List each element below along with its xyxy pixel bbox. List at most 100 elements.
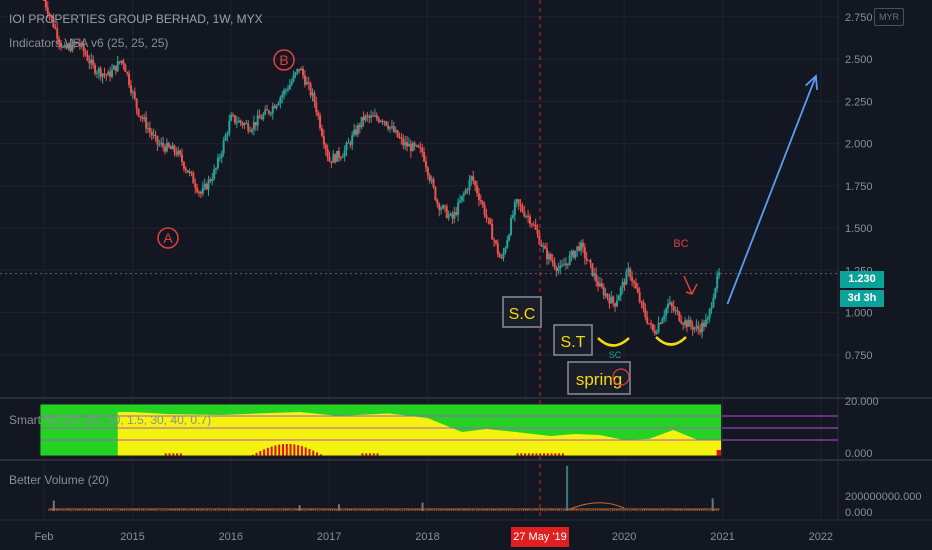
candle-body	[90, 59, 93, 64]
candle-body	[589, 260, 592, 264]
volume-bar	[557, 509, 559, 511]
volume-bar	[581, 508, 583, 511]
x-tick-label: 2015	[120, 531, 144, 543]
volume-bar	[265, 508, 267, 511]
volume-bar	[649, 509, 651, 511]
volume-bar	[434, 509, 436, 511]
volume-bar	[479, 510, 481, 512]
volume-bar	[685, 509, 687, 511]
volume-bar	[333, 509, 335, 511]
volume-bar	[76, 509, 78, 511]
candle-body	[617, 295, 620, 301]
volume-bar	[258, 509, 260, 511]
volume-bar	[133, 509, 135, 511]
candle-body	[107, 71, 110, 76]
volume-bar	[676, 509, 678, 511]
candle-body	[595, 273, 598, 282]
volume-bar	[492, 509, 494, 511]
spring-box[interactable]	[567, 361, 631, 395]
volume-bar	[651, 509, 653, 511]
indicator-label[interactable]: Indicators VSA v6 (25, 25, 25)	[9, 36, 169, 50]
volume-bar	[233, 509, 235, 511]
volume-bar	[267, 509, 269, 511]
candle-body	[421, 147, 424, 153]
mcdx-red-bar	[285, 443, 288, 456]
st-box[interactable]	[553, 324, 593, 356]
volume-bar	[428, 509, 430, 511]
volume-bar	[477, 508, 479, 511]
candle-body	[441, 205, 444, 209]
volume-bar	[180, 510, 182, 512]
volume-bar	[288, 509, 290, 511]
candle-body	[600, 283, 603, 288]
volume-pane-label[interactable]: Better Volume (20)	[9, 473, 110, 487]
volume-bar	[159, 510, 161, 512]
volume-bar	[201, 508, 203, 511]
candle-body	[135, 98, 138, 109]
candle-body	[300, 68, 303, 71]
volume-bar	[178, 509, 180, 511]
candle-body	[150, 131, 153, 136]
volume-bar	[280, 510, 282, 512]
volume-bar	[71, 510, 73, 512]
volume-bar	[451, 509, 453, 511]
candle-body	[570, 250, 573, 256]
volume-bar	[521, 510, 523, 512]
candle-body	[75, 41, 78, 44]
candle-body	[118, 61, 121, 63]
candle-body	[530, 223, 533, 225]
forecast-arrow[interactable]	[726, 75, 817, 305]
volume-bar	[572, 509, 574, 511]
volume-bar	[61, 509, 63, 511]
volume-bar	[532, 510, 534, 512]
volume-bar	[220, 510, 222, 512]
candle-body	[169, 146, 172, 150]
candle-body	[459, 200, 462, 203]
accumulation-arc	[655, 336, 687, 346]
candle-body	[337, 150, 340, 158]
candle-body	[328, 157, 331, 162]
candle-body	[621, 281, 624, 288]
candle-body	[226, 133, 229, 136]
volume-bar	[683, 510, 685, 512]
sc-box[interactable]	[502, 296, 542, 328]
candle-body	[296, 68, 299, 73]
candle-body	[566, 263, 569, 265]
volume-bar	[485, 509, 487, 511]
candle-body	[390, 126, 393, 128]
bc-label: BC	[673, 238, 688, 250]
volume-bar	[402, 510, 404, 512]
currency-badge[interactable]: MYR	[874, 8, 904, 26]
mcdx-pane-label[interactable]: Smart MCDX (50, 50, 1.5, 30, 40, 0.7)	[9, 413, 212, 427]
candle-body	[670, 302, 673, 307]
volume-bar	[710, 510, 712, 512]
volume-bar	[309, 509, 311, 511]
chart-title: IOI PROPERTIES GROUP BERHAD, 1W, MYX	[9, 12, 263, 26]
candle-body	[288, 84, 291, 90]
volume-bar	[655, 509, 657, 511]
volume-bar	[538, 510, 540, 512]
volume-bar	[322, 509, 324, 511]
volume-bar	[687, 508, 689, 511]
volume-bar	[146, 510, 148, 512]
y-tick-label: 2.750	[845, 12, 873, 24]
volume-bar	[116, 510, 118, 512]
volume-bar	[644, 509, 646, 511]
candle-body	[559, 265, 562, 269]
candle-body	[494, 240, 497, 244]
candle-body	[353, 129, 356, 136]
volume-bar	[386, 509, 388, 511]
candle-body	[292, 75, 295, 82]
candle-body	[581, 242, 584, 248]
volume-bar	[695, 509, 697, 511]
candle-body	[487, 217, 490, 219]
volume-bar	[199, 510, 201, 512]
volume-bar	[511, 509, 513, 511]
volume-bar	[154, 509, 156, 511]
candle-body	[86, 55, 89, 61]
volume-bar	[167, 509, 169, 511]
candle-body	[468, 180, 471, 190]
candle-body	[716, 275, 719, 289]
wave-a-circle	[157, 227, 179, 249]
